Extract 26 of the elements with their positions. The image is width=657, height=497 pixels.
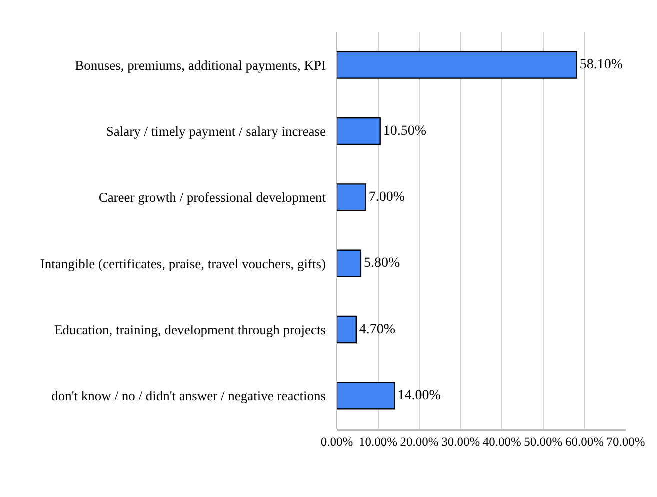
x-tick-label: 30.00% [442, 434, 480, 449]
y-tick-label: Intangible (certificates, praise, travel vouchers, gifts) [40, 256, 326, 272]
data-label: 4.70% [359, 322, 396, 338]
y-tick-label: Bonuses, premiums, additional payments, KPI [75, 58, 326, 73]
y-tick-label: Career growth / professional development [98, 190, 326, 206]
y-tick-label: Education, training, development through projects [54, 322, 326, 338]
data-label: 5.80% [364, 256, 400, 272]
x-tick-label: 40.00% [482, 434, 522, 449]
bar [337, 184, 366, 212]
bar [337, 117, 381, 146]
data-label: 58.10% [580, 58, 624, 73]
bar [337, 382, 396, 410]
x-tick-label: 10.00% [359, 434, 398, 449]
x-tick-label: 60.00% [565, 434, 604, 449]
x-tick-label: 50.00% [524, 434, 563, 449]
bar [337, 250, 362, 278]
y-tick-label: don't know / no / didn't answer / negative reactions [52, 388, 326, 404]
y-tick-label: Salary / timely payment / salary increase [106, 124, 326, 139]
data-label: 10.50% [383, 124, 427, 139]
x-tick-label: 20.00% [400, 434, 439, 449]
bar [337, 51, 578, 79]
x-tick-label: 0.00% [320, 434, 354, 449]
bar [337, 316, 357, 344]
x-tick-label: 70.00% [606, 434, 646, 449]
data-label: 7.00% [368, 190, 406, 205]
data-label: 14.00% [398, 388, 442, 404]
